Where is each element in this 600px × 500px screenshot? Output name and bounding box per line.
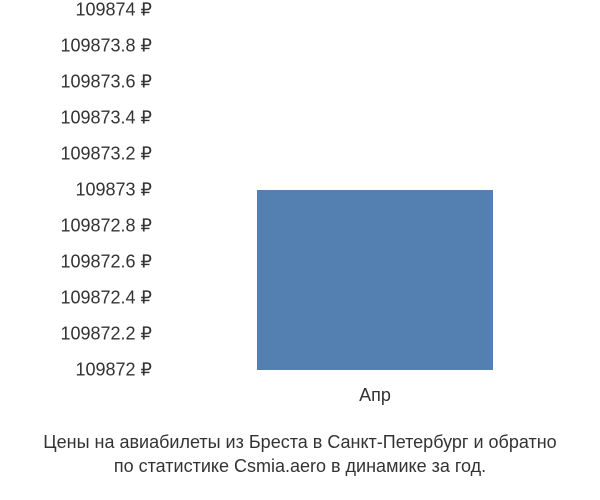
y-tick-label: 109872.8 ₽ xyxy=(2,216,152,237)
price-chart: 109874 ₽ 109873.8 ₽ 109873.6 ₽ 109873.4 ₽ 10… xyxy=(0,0,600,420)
y-tick-label: 109872.4 ₽ xyxy=(2,288,152,309)
chart-caption: Цены на авиабилеты из Бреста в Санкт-Пет… xyxy=(0,430,600,479)
y-tick-label: 109872.6 ₽ xyxy=(2,252,152,273)
caption-line-2: по статистике Csmia.aero в динамике за г… xyxy=(114,456,486,476)
y-tick-label: 109873.8 ₽ xyxy=(2,36,152,57)
y-tick-label: 109872.2 ₽ xyxy=(2,324,152,345)
plot-area: Апр xyxy=(160,0,590,380)
y-tick-label: 109872 ₽ xyxy=(2,360,152,381)
y-tick-label: 109873.2 ₽ xyxy=(2,144,152,165)
y-tick-label: 109873.6 ₽ xyxy=(2,72,152,93)
x-tick-label: Апр xyxy=(359,385,391,406)
caption-line-1: Цены на авиабилеты из Бреста в Санкт-Пет… xyxy=(43,432,556,452)
y-tick-label: 109874 ₽ xyxy=(2,0,152,21)
y-axis: 109874 ₽ 109873.8 ₽ 109873.6 ₽ 109873.4 ₽ 10… xyxy=(0,0,160,380)
bar xyxy=(257,190,494,370)
y-tick-label: 109873 ₽ xyxy=(2,180,152,201)
y-tick-label: 109873.4 ₽ xyxy=(2,108,152,129)
